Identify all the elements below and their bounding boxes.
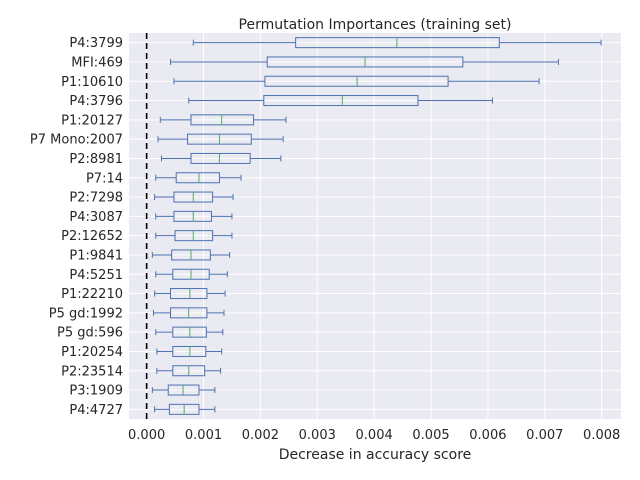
category-label: P4:5251 [69, 268, 123, 283]
iqr-box [175, 172, 220, 184]
plot-area [129, 33, 621, 419]
category-label: P3:1909 [69, 384, 123, 399]
iqr-box [170, 288, 208, 300]
iqr-box [295, 37, 500, 49]
box-plot-item [173, 75, 540, 87]
box-plot-item [155, 230, 233, 242]
x-tick-label: 0.003 [299, 428, 336, 443]
category-label: P5 gd:1992 [49, 306, 123, 321]
category-label: P7 Mono:2007 [30, 133, 123, 148]
x-tick-label: 0.002 [242, 428, 279, 443]
iqr-box [264, 75, 449, 87]
box-plot-item [188, 95, 493, 107]
category-labels: P4:3799 MFI:469 P1:10610 P4:3796 P1:20127 P7 … [30, 36, 123, 418]
category-label: P2:8981 [69, 152, 123, 167]
category-label: P5 gd:596 [57, 326, 123, 341]
box-plot-item [159, 114, 287, 126]
iqr-box [173, 210, 212, 222]
x-tick-labels: 0.000 0.001 0.002 0.003 0.004 0.005 0.006 0.007… [128, 428, 620, 443]
category-label: P4:3796 [69, 94, 123, 109]
category-label: P7:14 [86, 171, 123, 186]
iqr-box [263, 95, 419, 107]
iqr-box [172, 345, 207, 357]
box-plot-item [160, 152, 282, 164]
box-plot-item [151, 249, 231, 261]
box-plot-item [155, 326, 224, 338]
category-label: P4:3799 [69, 36, 123, 51]
x-tick-label: 0.007 [526, 428, 563, 443]
category-label: P1:20254 [61, 345, 123, 360]
x-tick-label: 0.005 [412, 428, 449, 443]
category-label: P1:10610 [61, 75, 123, 90]
box-plot-item [151, 384, 216, 396]
box-plot-item [170, 56, 559, 68]
category-label: MFI:469 [71, 55, 123, 70]
x-tick-label: 0.006 [469, 428, 506, 443]
category-label: P2:7298 [69, 191, 123, 206]
iqr-box [190, 152, 251, 164]
box-plot-item [154, 288, 226, 300]
category-label: P1:22210 [61, 287, 123, 302]
chart-title: Permutation Importances (training set) [239, 17, 512, 33]
box-plot-item [152, 307, 225, 319]
iqr-box [167, 384, 200, 396]
box-plot-item [155, 268, 228, 280]
box-plot-item [192, 37, 602, 49]
box-plot-item [154, 191, 234, 203]
box-plot-item [155, 172, 242, 184]
x-tick-label: 0.004 [356, 428, 393, 443]
box-plot-item [157, 133, 284, 145]
box-plot-item [154, 403, 216, 415]
category-label: P1:20127 [61, 113, 123, 128]
box-series [151, 37, 602, 415]
category-label: P2:12652 [61, 229, 123, 244]
category-label: P4:3087 [69, 210, 123, 225]
x-tick-label: 0.001 [185, 428, 222, 443]
category-label: P2:23514 [61, 364, 123, 379]
x-tick-label: 0.008 [583, 428, 620, 443]
box-plot-item [156, 365, 222, 377]
x-axis-label: Decrease in accuracy score [279, 447, 472, 463]
x-tick-label: 0.000 [128, 428, 165, 443]
box-plot-item [155, 210, 233, 222]
category-label: P4:4727 [69, 403, 123, 418]
iqr-box [190, 114, 255, 126]
iqr-box [174, 230, 214, 242]
box-plot-item [156, 345, 223, 357]
category-label: P1:9841 [69, 248, 123, 263]
